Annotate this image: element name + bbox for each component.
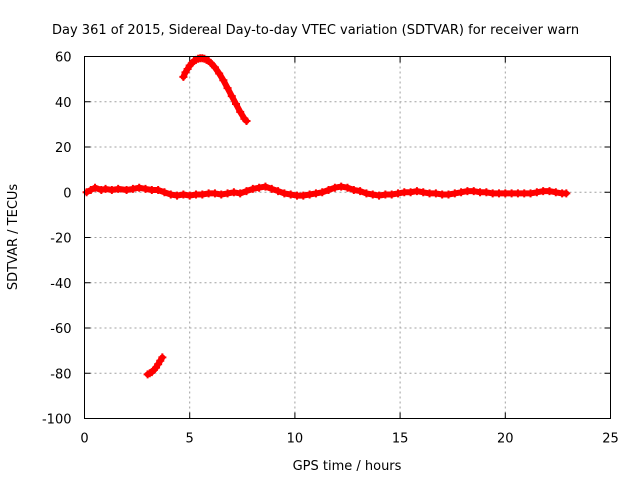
data-point — [160, 188, 169, 197]
data-point — [210, 189, 219, 198]
data-point — [375, 191, 384, 200]
data-point — [431, 189, 440, 198]
data-point — [82, 188, 91, 197]
data-point — [198, 190, 207, 199]
y-tick-label: -100 — [42, 413, 72, 428]
data-point — [444, 190, 453, 199]
data-point — [368, 190, 377, 199]
data-point — [562, 189, 571, 198]
data-point — [242, 116, 251, 125]
data-point — [179, 190, 188, 199]
data-point — [343, 183, 352, 192]
data-point — [286, 190, 295, 199]
data-point — [135, 183, 144, 192]
data-point — [349, 185, 358, 194]
x-tick-label: 15 — [392, 432, 409, 447]
data-point — [91, 183, 100, 192]
data-point — [154, 185, 163, 194]
data-point — [86, 185, 95, 194]
y-tick-label: -80 — [50, 367, 71, 382]
grid-lines — [84, 56, 611, 419]
x-tick-labels: 0 5 10 15 20 25 — [80, 432, 618, 447]
data-point — [255, 183, 264, 192]
data-point — [219, 76, 228, 85]
data-point — [223, 189, 232, 198]
data-point — [406, 188, 415, 197]
data-point — [330, 183, 339, 192]
data-point — [173, 191, 182, 200]
x-tick-label: 0 — [80, 432, 88, 447]
data-point — [337, 182, 346, 191]
data-point — [324, 185, 333, 194]
data-point — [393, 189, 402, 198]
y-tick-labels: -100 -80 -60 -40 -20 0 20 40 60 — [42, 51, 72, 428]
data-point — [274, 187, 283, 196]
data-point — [419, 188, 428, 197]
y-tick-label: 0 — [63, 186, 71, 201]
data-point — [122, 185, 131, 194]
data-point — [231, 100, 240, 109]
x-tick-label: 25 — [602, 432, 619, 447]
series-arc-high — [179, 54, 251, 125]
y-tick-label: -60 — [50, 322, 71, 337]
data-point — [217, 190, 226, 199]
x-tick-label: 5 — [186, 432, 194, 447]
data-point — [114, 184, 123, 193]
data-point — [179, 72, 188, 81]
data-point — [101, 184, 110, 193]
data-point — [362, 189, 371, 198]
data-point — [532, 188, 541, 197]
data-point — [185, 191, 194, 200]
data-point — [450, 189, 459, 198]
y-axis-label: SDTVAR / TECUs — [6, 184, 21, 291]
data-point — [356, 187, 365, 196]
data-point — [482, 188, 491, 197]
data-point — [305, 190, 314, 199]
data-point — [551, 188, 560, 197]
data-point — [311, 189, 320, 198]
data-point — [166, 190, 175, 199]
data-point — [248, 184, 257, 193]
y-tick-label: -20 — [50, 232, 71, 247]
data-point — [210, 63, 219, 72]
data-point — [229, 188, 238, 197]
x-tick-label: 20 — [497, 432, 514, 447]
data-point — [97, 185, 106, 194]
data-point — [227, 92, 236, 101]
data-point — [267, 184, 276, 193]
series-baseline — [82, 182, 571, 200]
y-tick-label: 40 — [55, 96, 72, 111]
data-point — [469, 187, 478, 196]
data-point — [215, 69, 224, 78]
data-series — [82, 54, 571, 379]
data-point — [236, 107, 245, 116]
data-point — [387, 190, 396, 199]
axis-ticks — [84, 56, 611, 419]
data-point — [107, 185, 116, 194]
data-point — [280, 189, 289, 198]
data-point — [299, 191, 308, 200]
plot-frame — [84, 56, 611, 419]
data-point — [242, 187, 251, 196]
data-point — [141, 184, 150, 193]
data-point — [318, 188, 327, 197]
x-tick-label: 10 — [287, 432, 304, 447]
data-point — [526, 189, 535, 198]
y-tick-label: -40 — [50, 277, 71, 292]
data-point — [261, 182, 270, 191]
data-point — [236, 189, 245, 198]
data-point — [128, 184, 137, 193]
y-tick-label: 60 — [55, 51, 72, 66]
chart-title: Day 361 of 2015, Sidereal Day-to-day VTE… — [52, 23, 579, 38]
x-axis-label: GPS time / hours — [293, 459, 402, 474]
data-point — [457, 188, 466, 197]
data-point — [158, 353, 167, 362]
series-arc-low — [143, 353, 167, 379]
data-point — [206, 58, 215, 67]
data-point — [223, 84, 232, 93]
data-point — [545, 187, 554, 196]
data-point — [412, 187, 421, 196]
y-tick-label: 20 — [55, 141, 72, 156]
